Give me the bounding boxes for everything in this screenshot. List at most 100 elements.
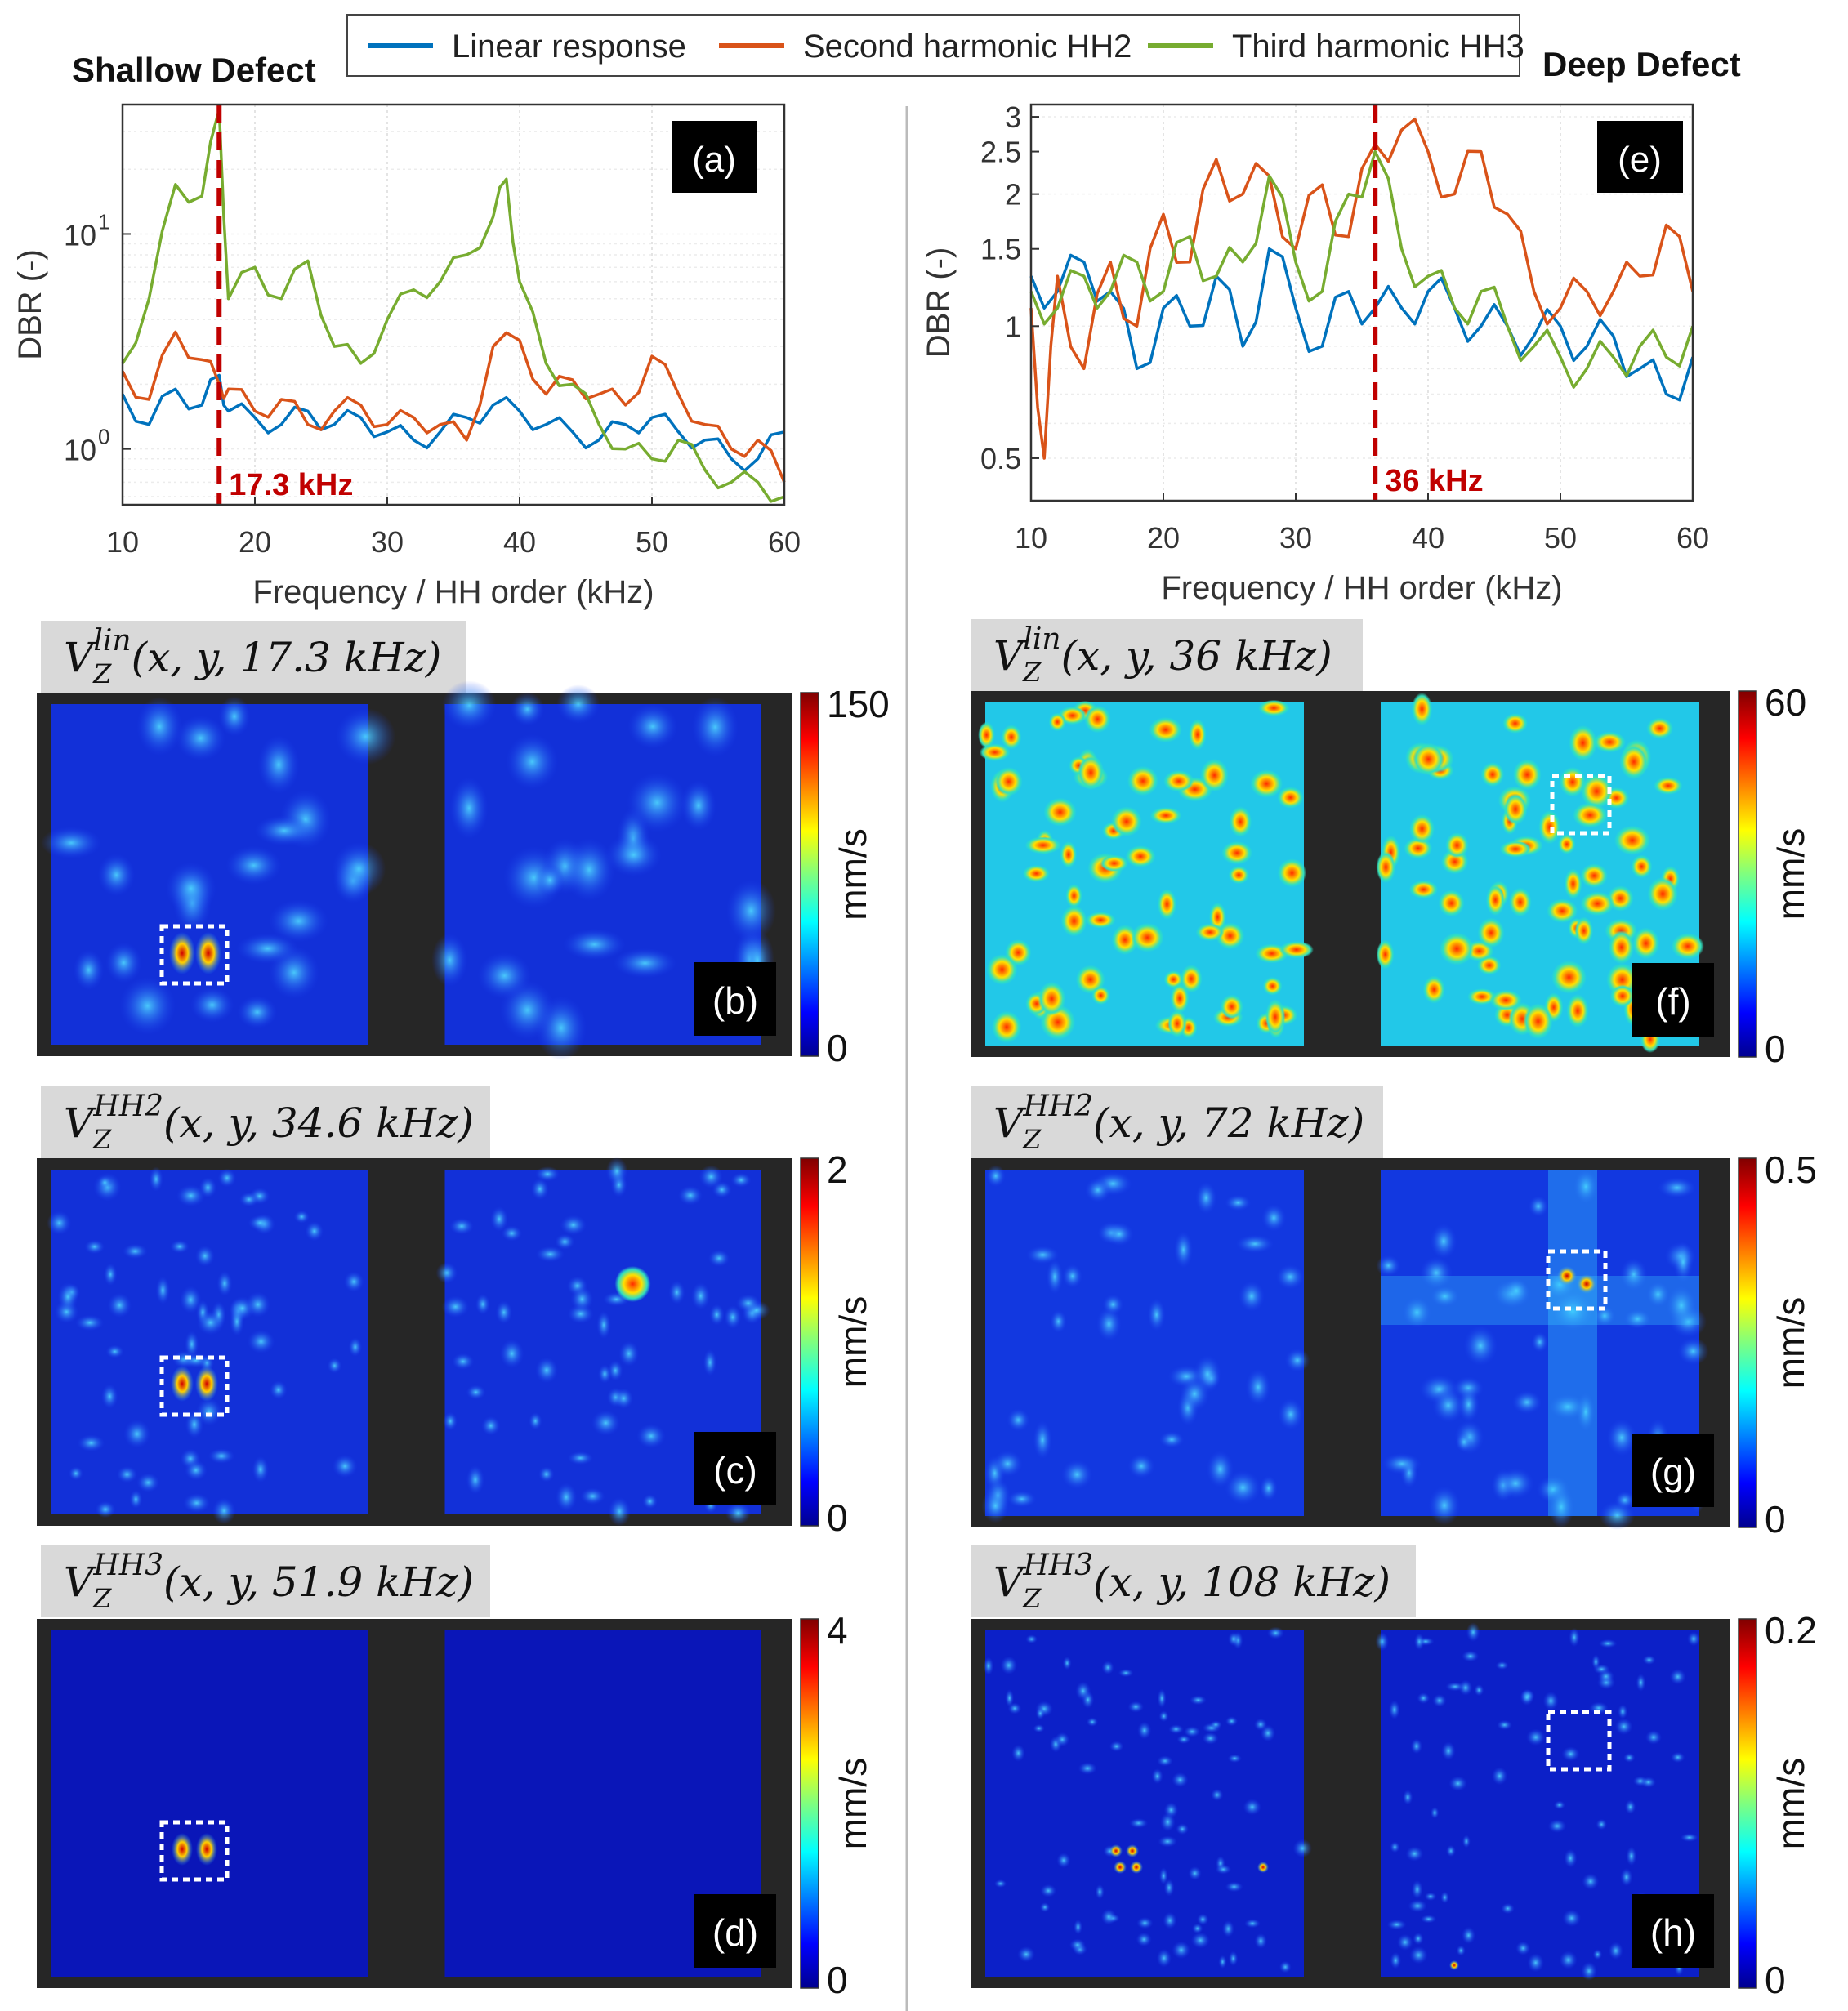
field-blob [618,1340,640,1367]
series-line [1029,149,1694,389]
field-blob [1386,1919,1407,1930]
field-blob [1580,863,1608,888]
field-blob [1390,1841,1400,1853]
field-blob [1448,1776,1467,1791]
field-blob [1402,1790,1413,1805]
field-blob [248,1215,273,1231]
field-blob [1527,1953,1544,1973]
field-blob [1503,793,1528,825]
field-blob [1417,1692,1431,1705]
field-blob [1455,1432,1473,1452]
field-blob [1440,932,1475,965]
panel-label-box [694,1894,776,1968]
field-blob [1646,717,1674,739]
defect-hotspot [169,932,195,974]
field-blob [613,948,677,979]
field-blob [1069,1938,1086,1951]
field-blob [1215,1864,1232,1875]
field-blob [1227,1631,1240,1647]
field-blob [1376,1255,1401,1277]
field-blob [1172,1941,1191,1960]
field-blob [501,1225,523,1242]
field-blob [95,1500,116,1518]
field-blob [978,721,995,749]
field-blob [994,767,1023,796]
field-blob [100,1384,118,1409]
field-blob [1531,1331,1548,1353]
field-blob [1084,705,1111,734]
field-blob [1149,807,1182,824]
field-blob [1074,1919,1083,1935]
field-blob [1075,1681,1091,1701]
field-blob [1196,1913,1209,1925]
field-blob [181,1353,210,1368]
field-blob [343,1271,364,1293]
defect-hotspot [1114,1861,1127,1874]
colorbar-max-label: 0.5 [1765,1148,1817,1191]
field-blob [1221,841,1252,865]
field-blob [1499,841,1532,858]
heatmap-f: VZlin(x, y, 36 kHz) (f) 60 0 mm/s [971,619,1812,1070]
field-blob [1191,1923,1203,1934]
field-blob [332,841,386,896]
field-blob [129,1490,143,1509]
heatmap-title-tab [971,1086,1383,1158]
field-blob [1466,1622,1480,1643]
field-blob [555,1483,578,1512]
field-blob [1671,933,1704,960]
field-blob [1581,1961,1597,1981]
field-blob [538,1466,555,1483]
field-blob [1411,1879,1423,1899]
field-blob [252,1456,270,1483]
field-blob [1218,1955,1227,1969]
panel-label-box [672,121,757,193]
heatmap-title-tab [41,1086,490,1158]
field-blob [327,1358,342,1374]
field-blob [1430,1286,1460,1308]
field-blob [994,1879,1007,1888]
field-blob [1158,1431,1185,1448]
field-blob [1390,1951,1402,1969]
field-blob [1001,725,1022,750]
field-blob [1243,1799,1261,1816]
heatmap-h: VZHH3(x, y, 108 kHz) (h) 0.2 0 mm/s [971,1545,1817,2001]
field-blob [1050,1309,1067,1334]
marker-label: 17.3 kHz [229,468,353,502]
field-blob [208,1448,235,1465]
x-tick-label: 40 [503,525,536,559]
field-blob [1477,917,1505,948]
field-blob [1209,1720,1222,1729]
field-blob [730,1172,752,1188]
heatmap-title-tab [971,1545,1416,1617]
field-blob [1277,787,1304,809]
field-blob [1614,825,1650,855]
field-blob [1227,1754,1242,1764]
field-blob [1180,965,1203,993]
field-blob [1456,1945,1466,1956]
title-deep-defect: Deep Defect [1542,45,1741,83]
field-blob [1266,1626,1284,1639]
field-blob [1626,1846,1637,1866]
field-blob [981,1488,1010,1523]
colorbar [800,1618,819,1989]
field-blob [1131,922,1164,952]
field-blob [567,1451,594,1465]
field-blob [1485,884,1506,916]
field-blob [1624,1799,1636,1815]
field-blob [725,879,776,943]
field-blob [986,954,1018,985]
field-blob [596,1310,611,1340]
legend-label: Second harmonic HH2 [803,29,1132,65]
field-blob [1520,1688,1534,1706]
field-blob [1593,731,1626,753]
field-blob [1376,939,1395,970]
field-blob [1277,858,1307,888]
defect-marker-box [1550,774,1612,836]
field-blob [1561,1746,1580,1762]
field-blob [1048,712,1066,732]
field-blob [1680,1833,1698,1842]
field-blob [1597,1669,1615,1683]
panel-label-box [1632,963,1714,1037]
field-blob [1462,1926,1476,1945]
